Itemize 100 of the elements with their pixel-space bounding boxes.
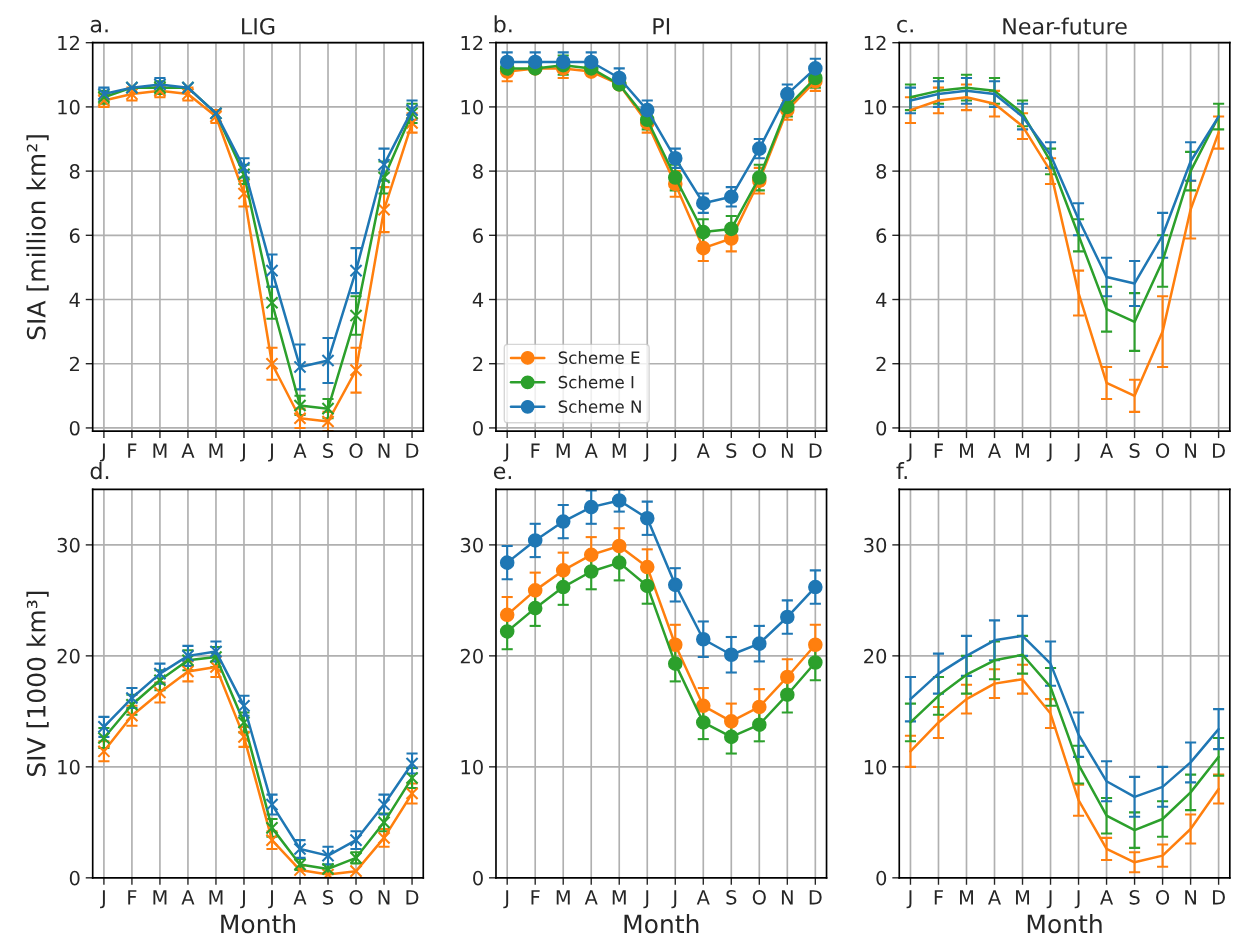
text: b. — [494, 15, 512, 33]
x-tick-label: J — [503, 890, 509, 909]
y-tick-label: 10 — [58, 99, 80, 115]
y-tick-label: 10 — [461, 759, 483, 775]
x-tick-label: A — [988, 443, 1001, 458]
text: a. — [90, 19, 108, 33]
x-tick-label: A — [181, 890, 195, 905]
chart-title: Near-future — [1003, 17, 1127, 35]
x-axis-title: Month — [221, 914, 296, 934]
y-tick-label: 2 — [69, 356, 79, 372]
x-tick-label: F — [531, 890, 540, 905]
y-tick-label: 0 — [876, 420, 887, 436]
legend-label: Scheme N — [558, 400, 641, 413]
x-tick-label: M — [556, 443, 570, 458]
y-tick-label: 4 — [69, 292, 80, 307]
x-tick-label: A — [293, 890, 307, 905]
y-tick-label: 0 — [69, 870, 80, 886]
x-tick-label: D — [809, 890, 822, 905]
x-tick-label: F — [531, 443, 540, 458]
x-tick-label: S — [1129, 443, 1140, 458]
y-tick-label: 12 — [58, 35, 79, 51]
x-tick-label: O — [752, 443, 766, 458]
x-tick-label: A — [988, 890, 1001, 905]
x-tick-label: J — [643, 443, 649, 462]
x-tick-label: A — [181, 443, 195, 458]
x-tick-label: F — [934, 890, 943, 905]
x-tick-label: M — [153, 890, 167, 905]
y-tick-label: 2 — [876, 356, 886, 372]
y-tick-label: 20 — [460, 648, 483, 664]
x-tick-label: J — [906, 443, 912, 462]
x-tick-label: J — [268, 890, 273, 909]
x-tick-label: D — [406, 890, 419, 905]
y-tick-label: 30 — [57, 537, 80, 553]
x-tick-label: J — [240, 890, 245, 909]
x-tick-label: D — [1213, 443, 1225, 458]
y-axis-title: SIA [million km²] — [26, 135, 49, 340]
x-tick-label: F — [128, 890, 137, 905]
x-tick-label: J — [643, 890, 649, 909]
y-tick-label: 20 — [57, 648, 80, 664]
y-tick-label: 10 — [864, 759, 887, 775]
y-tick-label: 6 — [69, 228, 80, 243]
chart-title: LIG — [242, 17, 275, 35]
text: e. — [493, 466, 512, 480]
y-tick-label: 30 — [460, 537, 483, 553]
y-tick-label: 8 — [876, 164, 887, 179]
x-tick-label: M — [612, 443, 626, 458]
x-tick-label: S — [726, 443, 737, 458]
x-tick-label: J — [1046, 443, 1052, 462]
y-tick-label: 2 — [473, 356, 483, 372]
x-tick-label: M — [1016, 443, 1030, 458]
x-tick-label: J — [100, 890, 105, 909]
x-axis-title: Month — [1027, 914, 1102, 934]
y-tick-label: 12 — [461, 35, 483, 51]
x-tick-label: M — [960, 443, 973, 458]
x-tick-label: S — [726, 889, 737, 905]
x-tick-label: N — [378, 443, 390, 458]
x-tick-label: A — [696, 443, 710, 458]
x-tick-label: D — [406, 443, 419, 458]
y-tick-label: 0 — [473, 870, 483, 886]
x-tick-label: O — [349, 443, 363, 458]
y-tick-label: 0 — [473, 420, 483, 436]
chart-title: PI — [653, 18, 670, 35]
text: d. — [90, 462, 109, 480]
x-tick-label: S — [1129, 889, 1140, 905]
x-tick-label: J — [671, 443, 677, 462]
x-tick-label: A — [293, 443, 307, 458]
y-tick-label: 8 — [473, 164, 483, 179]
x-tick-label: O — [349, 889, 363, 905]
x-tick-label: M — [209, 890, 223, 905]
x-tick-label: D — [809, 443, 822, 458]
x-tick-label: F — [128, 443, 137, 458]
text: f. — [896, 462, 907, 479]
y-tick-label: 4 — [876, 292, 887, 307]
x-tick-label: A — [584, 890, 598, 905]
y-tick-label: 10 — [864, 99, 887, 115]
x-tick-label: N — [1185, 890, 1196, 905]
x-tick-label: S — [323, 889, 334, 905]
y-axis-title: SIV [1000 km³] — [26, 591, 49, 777]
legend-label: Scheme I — [558, 375, 634, 389]
y-tick-label: 30 — [864, 537, 887, 553]
x-axis-title: Month — [624, 914, 699, 934]
x-tick-label: J — [671, 890, 677, 909]
x-tick-label: J — [268, 443, 273, 462]
y-tick-label: 6 — [876, 228, 887, 243]
y-tick-label: 0 — [876, 870, 887, 886]
x-tick-label: O — [1156, 443, 1170, 458]
x-tick-label: J — [100, 443, 105, 462]
x-tick-label: M — [153, 443, 167, 458]
x-tick-label: M — [1016, 890, 1030, 905]
x-tick-label: M — [556, 890, 570, 905]
x-tick-label: J — [1074, 890, 1080, 909]
legend-label: Scheme E — [558, 351, 640, 364]
y-tick-label: 12 — [864, 35, 886, 51]
x-tick-label: N — [781, 890, 793, 905]
y-tick-label: 6 — [473, 228, 483, 243]
x-tick-label: F — [934, 443, 943, 458]
x-tick-label: M — [209, 443, 223, 458]
y-tick-label: 10 — [58, 759, 80, 775]
x-tick-label: D — [1213, 890, 1225, 905]
y-tick-label: 0 — [69, 420, 80, 436]
